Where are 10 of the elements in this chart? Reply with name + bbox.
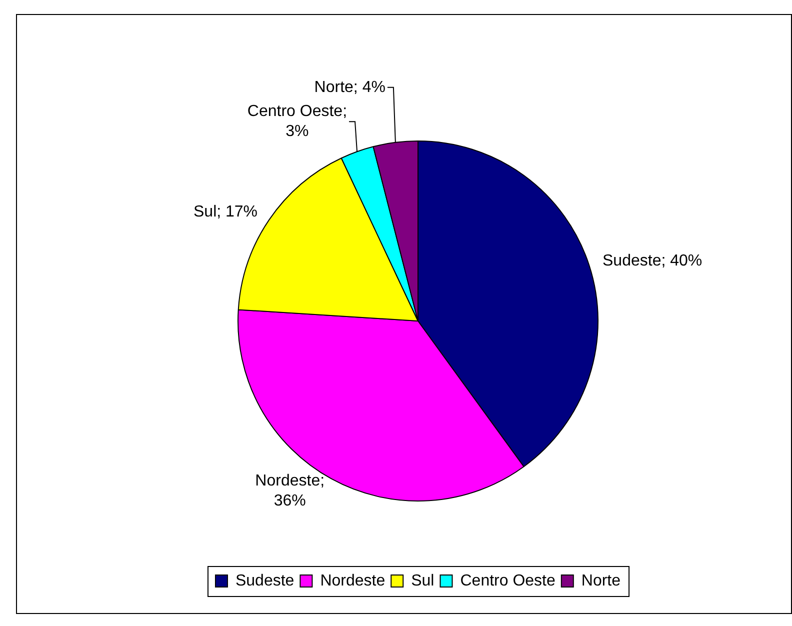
data-label: Sul; 17% (194, 203, 258, 220)
legend-label: Nordeste (320, 572, 386, 590)
data-label: Sudeste; 40% (602, 252, 702, 270)
legend-label: Sul (411, 572, 434, 590)
legend-label: Norte (581, 572, 621, 590)
data-label: Centro Oeste; 3% (247, 103, 348, 140)
legend-label: Sudeste (235, 572, 294, 590)
data-label: Nordeste; 36% (255, 472, 325, 510)
data-label: Norte; 4% (314, 78, 386, 96)
legend-label: Centro Oeste (460, 572, 556, 590)
